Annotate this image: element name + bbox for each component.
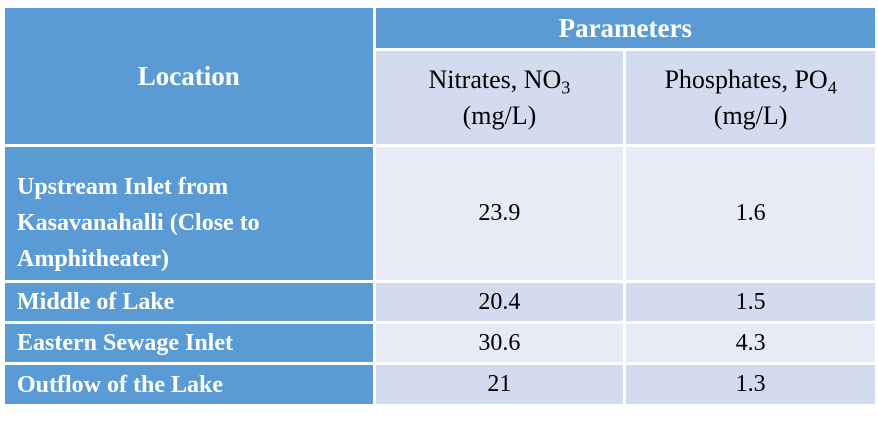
table-row: Middle of Lake 20.4 1.5 xyxy=(2,280,878,324)
nitrates-column-header: Nitrates, NO3 (mg/L) xyxy=(372,48,627,147)
parameters-header: Parameters xyxy=(372,5,878,51)
table-row: Eastern Sewage Inlet 30.6 4.3 xyxy=(2,321,878,365)
nitrates-label: Nitrates, NO xyxy=(428,64,562,94)
table-row: Upstream Inlet from Kasavanahalli (Close… xyxy=(2,144,878,283)
phosphates-unit: (mg/L) xyxy=(713,100,788,130)
nitrates-value: 30.6 xyxy=(372,321,627,365)
row-location: Middle of Lake xyxy=(2,280,376,324)
phosphates-subscript: 4 xyxy=(827,76,837,97)
table-row: Outflow of the Lake 21 1.3 xyxy=(2,362,878,407)
row-location: Upstream Inlet from Kasavanahalli (Close… xyxy=(2,144,376,283)
phosphates-value: 1.3 xyxy=(623,362,878,407)
phosphates-value: 1.5 xyxy=(623,280,878,324)
nitrates-unit: (mg/L) xyxy=(462,100,537,130)
nitrates-value: 23.9 xyxy=(372,144,627,283)
phosphates-column-header: Phosphates, PO4 (mg/L) xyxy=(623,48,878,147)
row-location: Outflow of the Lake xyxy=(2,362,376,407)
nitrates-subscript: 3 xyxy=(561,76,571,97)
phosphates-value: 1.6 xyxy=(623,144,878,283)
row-location: Eastern Sewage Inlet xyxy=(2,321,376,365)
nitrates-value: 21 xyxy=(372,362,627,407)
location-column-header: Location xyxy=(2,5,376,147)
nitrates-value: 20.4 xyxy=(372,280,627,324)
phosphates-value: 4.3 xyxy=(623,321,878,365)
water-quality-table: Location Parameters Nitrates, NO3 (mg/L)… xyxy=(2,5,878,407)
phosphates-label: Phosphates, PO xyxy=(664,64,828,94)
